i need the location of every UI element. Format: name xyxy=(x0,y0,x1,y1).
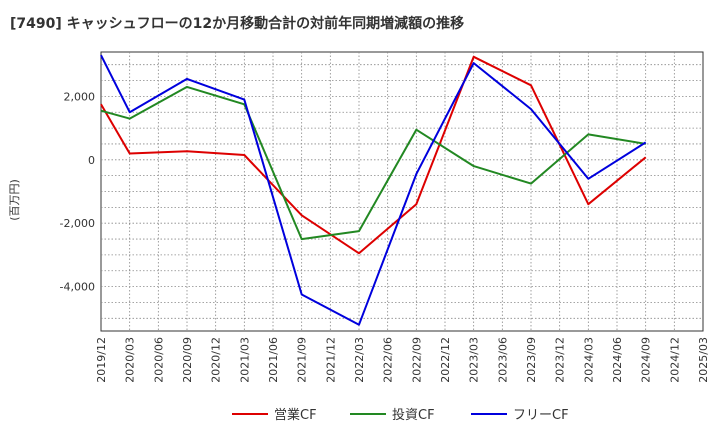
y-tick-label: -2,000 xyxy=(60,217,95,230)
x-tick-label: 2024/09 xyxy=(640,337,653,383)
x-tick-label: 2023/03 xyxy=(468,337,481,383)
plot-area: 2,000 0 -2,000 -4,000 2019/12 2020/03 2020/06 2… xyxy=(60,51,710,383)
y-tick-label: 0 xyxy=(88,154,95,167)
x-tick-label: 2023/09 xyxy=(525,337,538,383)
series-line-2 xyxy=(100,54,647,326)
series-line-0 xyxy=(100,55,647,255)
legend-label-1: 投資CF xyxy=(392,407,435,423)
x-tick-label: 2023/12 xyxy=(554,337,567,383)
x-tick-label: 2024/03 xyxy=(582,337,595,383)
x-tick-label: 2019/12 xyxy=(95,337,108,383)
x-tick-label: 2021/09 xyxy=(296,337,309,383)
x-tick-label: 2021/12 xyxy=(324,337,337,383)
legend-label-2: フリーCF xyxy=(513,408,569,423)
y-tick-label: -4,000 xyxy=(60,281,95,294)
x-tick-label: 2022/06 xyxy=(382,337,395,383)
series-line-1 xyxy=(100,85,646,241)
x-tick-label: 2024/06 xyxy=(611,337,624,383)
y-axis-label: (百万円) xyxy=(8,179,21,221)
x-tick-label: 2020/06 xyxy=(152,337,165,383)
x-tick-label: 2022/09 xyxy=(410,337,423,383)
legend: 営業CF 投資CF フリーCF xyxy=(232,407,569,423)
x-tick-label: 2020/03 xyxy=(124,337,137,383)
legend-label-0: 営業CF xyxy=(274,407,317,423)
chart-title: [7490] キャッシュフローの12か月移動合計の対前年同期増減額の推移 xyxy=(10,15,464,32)
x-tick-label: 2023/06 xyxy=(496,337,509,383)
x-tick-label: 2020/12 xyxy=(210,337,223,383)
x-tick-label: 2025/03 xyxy=(697,337,710,383)
y-tick-label: 2,000 xyxy=(64,90,96,103)
x-tick-label: 2020/09 xyxy=(181,337,194,383)
x-tick-label: 2022/03 xyxy=(353,337,366,383)
x-tick-label: 2021/03 xyxy=(238,337,251,383)
x-tick-label: 2024/12 xyxy=(668,337,681,383)
x-tick-label: 2022/12 xyxy=(439,337,452,383)
x-tick-label: 2021/06 xyxy=(267,337,280,383)
